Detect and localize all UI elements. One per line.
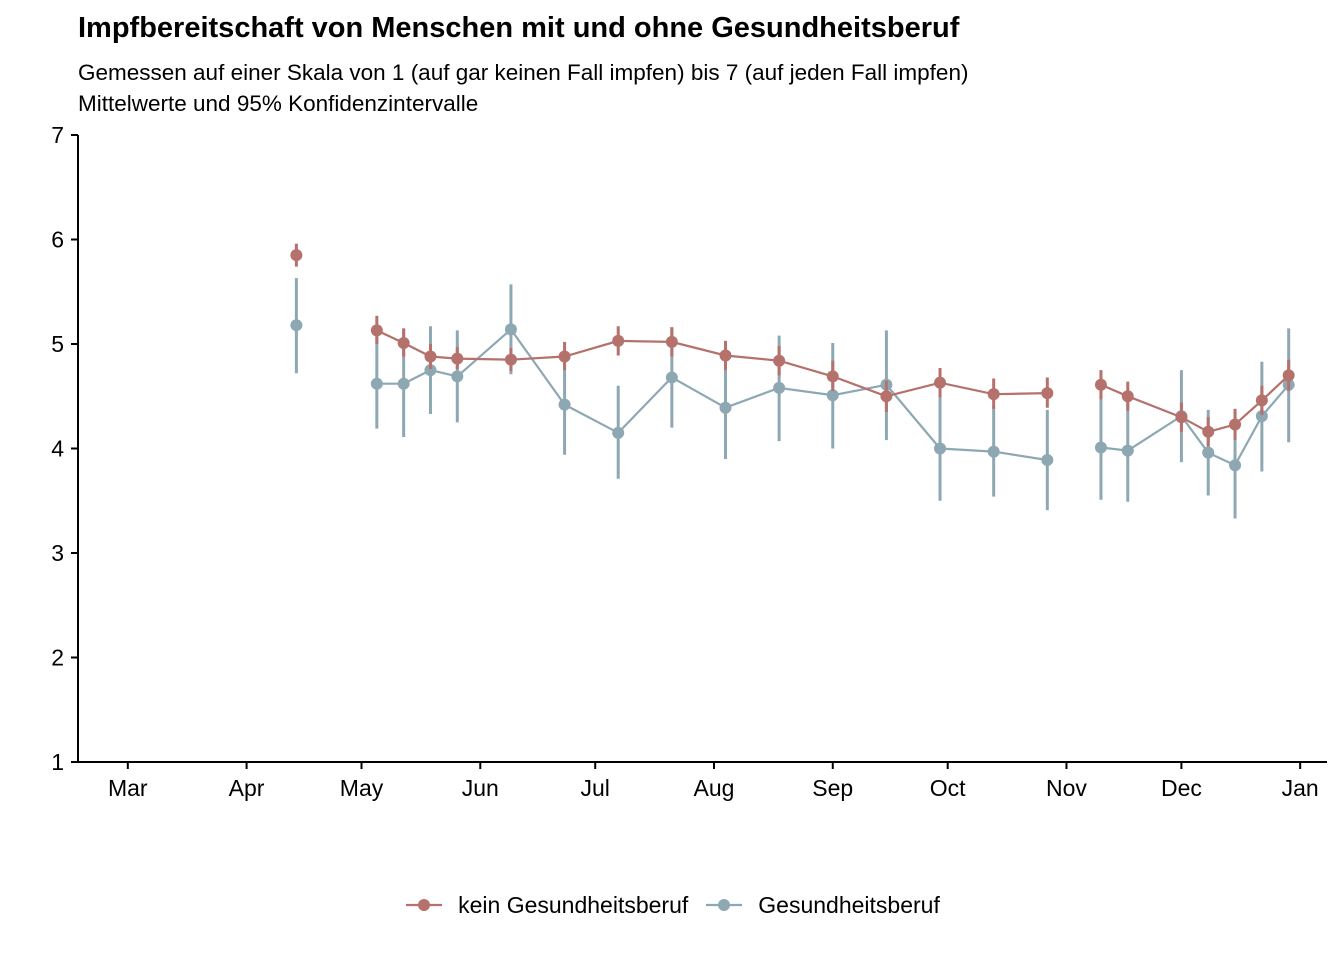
data-point-kein-gesundheitsberuf bbox=[1229, 418, 1242, 431]
data-point-kein-gesundheitsberuf bbox=[451, 352, 464, 365]
data-point-kein-gesundheitsberuf bbox=[558, 350, 571, 363]
chart-title: Impfbereitschaft von Menschen mit und oh… bbox=[78, 12, 960, 44]
chart-subtitle-line-1: Gemessen auf einer Skala von 1 (auf gar … bbox=[78, 60, 969, 85]
x-tick-label: Aug bbox=[694, 775, 735, 801]
data-point-gesundheitsberuf bbox=[424, 364, 437, 377]
series-kein-gesundheitsberuf bbox=[290, 243, 1295, 447]
data-point-kein-gesundheitsberuf bbox=[1121, 390, 1134, 403]
axes: 1 2 3 4 5 6 7 Mar Apr May Jun Jul Aug Sep Oct Nov Dec Jan bbox=[51, 122, 1327, 801]
data-point-kein-gesundheitsberuf bbox=[773, 354, 786, 367]
legend-label-gesundheitsberuf: Gesundheitsberuf bbox=[758, 891, 940, 918]
data-point-kein-gesundheitsberuf bbox=[1282, 369, 1295, 382]
x-tick-label: Apr bbox=[229, 775, 265, 801]
data-point-gesundheitsberuf bbox=[826, 389, 839, 402]
legend-item-gesundheitsberuf: Gesundheitsberuf bbox=[704, 890, 940, 920]
x-tick-label: Nov bbox=[1046, 775, 1087, 801]
series-line-kein-gesundheitsberuf bbox=[376, 329, 1048, 398]
data-point-kein-gesundheitsberuf bbox=[1041, 387, 1054, 400]
data-point-gesundheitsberuf bbox=[504, 323, 517, 336]
data-point-kein-gesundheitsberuf bbox=[665, 335, 678, 348]
data-point-kein-gesundheitsberuf bbox=[370, 324, 383, 337]
legend-key-point bbox=[718, 899, 731, 911]
legend-key-point bbox=[418, 899, 431, 911]
y-tick-label: 4 bbox=[51, 436, 64, 462]
y-tick-label: 7 bbox=[51, 122, 64, 148]
data-point-kein-gesundheitsberuf bbox=[1202, 425, 1215, 438]
x-tick-label: Mar bbox=[108, 775, 148, 801]
data-point-kein-gesundheitsberuf bbox=[504, 353, 517, 366]
data-point-gesundheitsberuf bbox=[612, 426, 625, 439]
legend-key-gesundheitsberuf bbox=[706, 899, 743, 911]
x-tick-label: Dec bbox=[1161, 775, 1202, 801]
data-point-gesundheitsberuf bbox=[290, 319, 303, 332]
data-point-kein-gesundheitsberuf bbox=[1255, 394, 1268, 407]
data-point-gesundheitsberuf bbox=[1121, 444, 1134, 457]
data-point-kein-gesundheitsberuf bbox=[719, 349, 732, 362]
chart-subtitle-line-2: Mittelwerte und 95% Konfidenzintervalle bbox=[78, 91, 479, 116]
data-point-gesundheitsberuf bbox=[558, 398, 571, 411]
x-tick-label: Jan bbox=[1282, 775, 1319, 801]
legend-label-kein-gesundheitsberuf: kein Gesundheitsberuf bbox=[458, 891, 689, 918]
x-tick-label: May bbox=[340, 775, 384, 801]
series-gesundheitsberuf bbox=[290, 278, 1295, 519]
data-point-kein-gesundheitsberuf bbox=[1175, 411, 1188, 424]
legend-item-kein-gesundheitsberuf: kein Gesundheitsberuf bbox=[404, 890, 688, 920]
y-tick-label: 5 bbox=[51, 331, 64, 357]
y-tick-label: 3 bbox=[51, 540, 64, 566]
data-point-kein-gesundheitsberuf bbox=[612, 334, 625, 347]
x-tick-label: Jun bbox=[462, 775, 499, 801]
data-point-gesundheitsberuf bbox=[987, 445, 1000, 458]
data-point-gesundheitsberuf bbox=[1094, 441, 1107, 454]
data-point-kein-gesundheitsberuf bbox=[397, 336, 410, 349]
data-point-gesundheitsberuf bbox=[1202, 446, 1215, 459]
data-point-kein-gesundheitsberuf bbox=[290, 249, 303, 262]
series-line-gesundheitsberuf bbox=[376, 327, 1048, 462]
data-point-kein-gesundheitsberuf bbox=[934, 376, 947, 389]
series-layer bbox=[290, 243, 1295, 519]
data-point-gesundheitsberuf bbox=[665, 371, 678, 384]
data-point-gesundheitsberuf bbox=[370, 377, 383, 390]
data-point-gesundheitsberuf bbox=[934, 442, 947, 455]
x-tick-label: Oct bbox=[930, 775, 966, 801]
y-tick-label: 1 bbox=[51, 749, 64, 775]
data-point-gesundheitsberuf bbox=[1229, 459, 1242, 472]
data-point-kein-gesundheitsberuf bbox=[1094, 378, 1107, 391]
data-point-kein-gesundheitsberuf bbox=[987, 388, 1000, 401]
legend: kein Gesundheitsberuf Gesundheitsberuf bbox=[0, 890, 1344, 920]
data-point-gesundheitsberuf bbox=[397, 377, 410, 390]
legend-key-kein-gesundheitsberuf bbox=[406, 899, 443, 911]
data-point-gesundheitsberuf bbox=[1255, 410, 1268, 423]
x-tick-label: Sep bbox=[812, 775, 853, 801]
data-point-gesundheitsberuf bbox=[451, 370, 464, 383]
data-point-gesundheitsberuf bbox=[773, 381, 786, 394]
data-point-gesundheitsberuf bbox=[719, 401, 732, 414]
x-tick-label: Jul bbox=[581, 775, 610, 801]
y-tick-label: 2 bbox=[51, 645, 64, 671]
data-point-kein-gesundheitsberuf bbox=[826, 370, 839, 383]
data-point-kein-gesundheitsberuf bbox=[880, 390, 893, 403]
data-point-kein-gesundheitsberuf bbox=[424, 350, 437, 363]
data-point-gesundheitsberuf bbox=[1041, 453, 1054, 466]
y-tick-label: 6 bbox=[51, 227, 64, 253]
